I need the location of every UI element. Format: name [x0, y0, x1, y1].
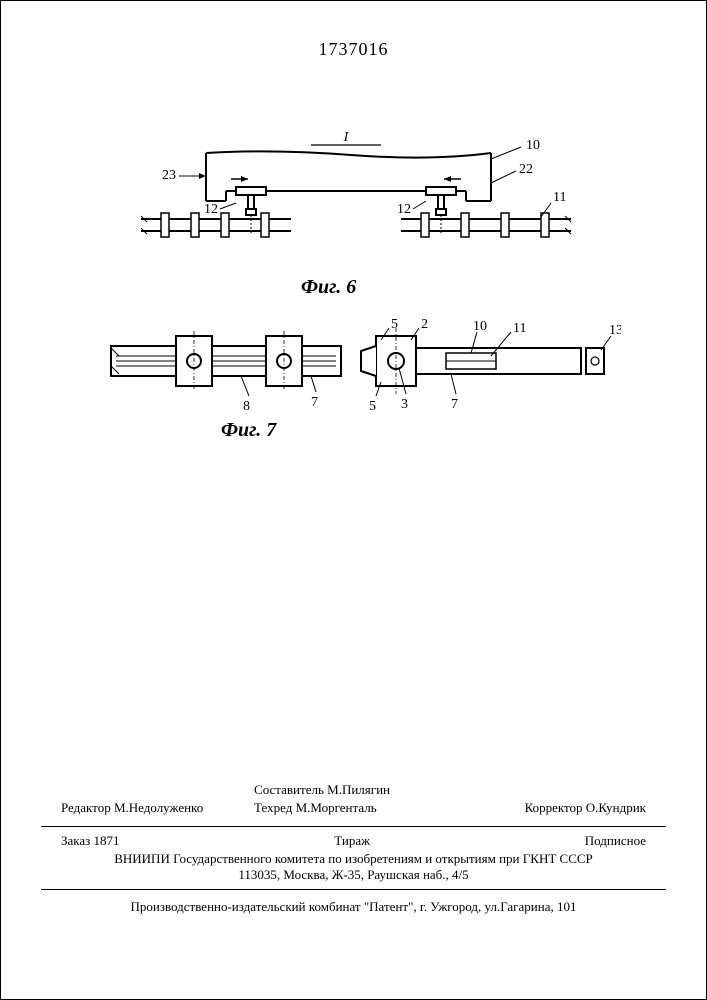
credits-block: Составитель М.Пилягин Редактор М.Недолуж…	[61, 781, 646, 816]
divider-2	[41, 889, 666, 890]
editor-label: Редактор	[61, 800, 111, 815]
figure-7: 8 7 5 5 2 3	[111, 317, 621, 414]
label-11: 11	[553, 190, 566, 205]
section-mark: I	[343, 130, 350, 145]
document-number: 1737016	[1, 39, 706, 60]
label-12-left: 12	[204, 202, 218, 217]
label-5a: 5	[391, 317, 398, 332]
label-5b: 5	[369, 399, 376, 414]
chain-right	[401, 213, 571, 237]
fig7-left-plate	[111, 331, 341, 391]
order-line: Заказ 1871 Тираж Подписное	[61, 833, 646, 849]
editor-name: М.Недолуженко	[114, 800, 203, 815]
label-8: 8	[243, 399, 250, 414]
order-number: Заказ 1871	[61, 833, 120, 849]
divider-1	[41, 826, 666, 827]
institute-line2: 113035, Москва, Ж-35, Раушская наб., 4/5	[61, 867, 646, 883]
fig7-caption: Фиг. 7	[221, 419, 276, 442]
label-10: 10	[526, 138, 540, 153]
bracket-right	[426, 176, 461, 235]
label-2: 2	[421, 317, 428, 332]
tirazh: Тираж	[334, 833, 370, 849]
label-23: 23	[162, 168, 176, 183]
podpisnoe: Подписное	[585, 833, 646, 849]
label-10b: 10	[473, 319, 487, 334]
fig7-right-plate	[361, 328, 604, 394]
label-13: 13	[609, 323, 621, 338]
label-22: 22	[519, 162, 533, 177]
institute-line1: ВНИИПИ Государственного комитета по изоб…	[61, 851, 646, 867]
label-11b: 11	[513, 321, 526, 336]
label-12-right: 12	[397, 202, 411, 217]
corrector-label: Корректор	[525, 800, 583, 815]
techred-name: М.Моргенталь	[296, 800, 377, 815]
corrector-name: О.Кундрик	[586, 800, 646, 815]
fig6-caption: Фиг. 6	[301, 276, 356, 299]
figures-container: I	[91, 121, 621, 461]
patent-page: 1737016 I	[0, 0, 707, 1000]
label-3: 3	[401, 397, 408, 412]
compiler-label: Составитель	[254, 782, 324, 797]
compiler-name: М.Пилягин	[327, 782, 390, 797]
figure-6: I	[141, 130, 571, 237]
label-7b: 7	[451, 397, 458, 412]
publisher-line: Производственно-издательский комбинат "П…	[61, 899, 646, 915]
label-7a: 7	[311, 395, 318, 410]
techred-label: Техред	[254, 800, 292, 815]
